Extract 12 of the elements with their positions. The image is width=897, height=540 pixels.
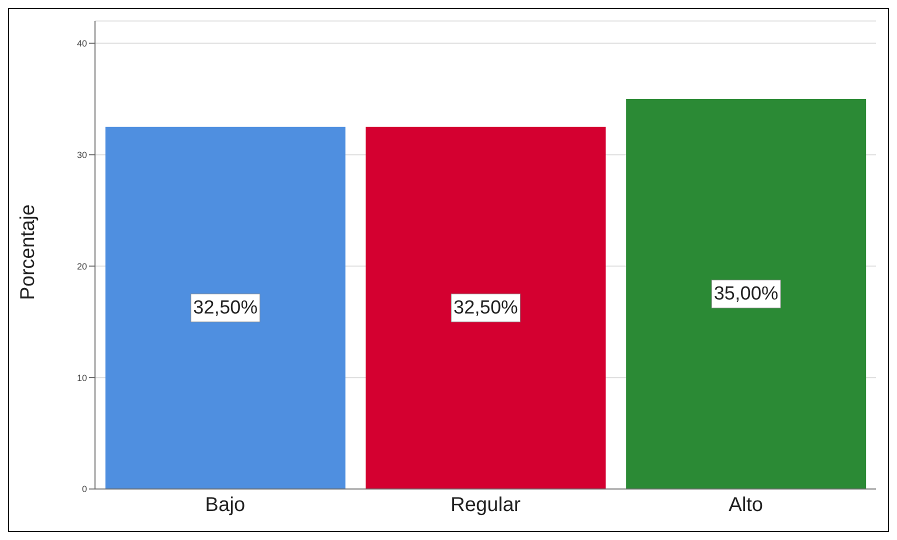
y-axis-title: Porcentaje — [17, 204, 40, 300]
data-label: 32,50% — [193, 297, 258, 318]
y-tick-label: 10 — [76, 372, 87, 383]
y-tick-label: 30 — [76, 150, 87, 160]
x-tick-label: Regular — [450, 494, 521, 516]
y-tick-label: 40 — [76, 38, 87, 48]
y-tick-label: 20 — [76, 261, 87, 272]
x-tick-label: Bajo — [205, 494, 246, 516]
y-tick-label: 0 — [82, 484, 87, 494]
data-label: 32,50% — [454, 297, 518, 318]
data-label: 35,00% — [714, 284, 778, 304]
x-tick-label: Alto — [728, 494, 764, 516]
